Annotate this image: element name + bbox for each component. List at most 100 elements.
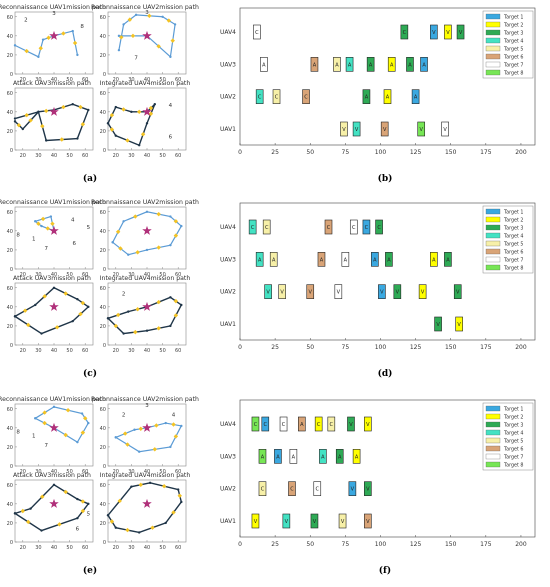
base-star <box>142 498 152 508</box>
task-letter: A <box>348 62 352 68</box>
subplot-title: Attack UAV3mission path <box>13 275 91 282</box>
legend-label: Target 7 <box>503 258 523 264</box>
legend-swatch <box>485 208 501 215</box>
legend-label: Target 4 <box>503 431 523 437</box>
y-tick-label: 60 <box>100 210 106 216</box>
x-tick-label: 50 <box>66 348 72 354</box>
waypoint-marker <box>135 250 140 255</box>
x-tick-label: 25 <box>271 344 279 351</box>
task-box <box>333 57 341 72</box>
x-tick-label: 40 <box>144 77 150 83</box>
task-box <box>441 121 449 137</box>
x-tick-label: 50 <box>306 541 314 548</box>
waypoint-marker <box>57 522 62 527</box>
y-tick-label: 20 <box>7 248 13 254</box>
task-letter: V <box>313 519 317 525</box>
task-box <box>375 219 383 235</box>
subplot-title: Reconnaissance UAV1mission path <box>0 396 106 403</box>
x-tick-label: 50 <box>159 545 165 551</box>
x-tick-label: 60 <box>82 77 88 83</box>
waypoint-marker <box>173 219 179 224</box>
legend-swatch <box>485 264 501 271</box>
task-box <box>262 219 271 235</box>
task-letter: C <box>282 422 286 428</box>
waypoint-marker <box>117 498 122 504</box>
x-tick-label: 20 <box>113 77 119 83</box>
y-tick-label: 20 <box>7 521 13 527</box>
waypoint-marker <box>135 307 140 312</box>
legend-label: Target 4 <box>503 234 523 240</box>
node-dot <box>145 210 149 213</box>
waypoint-marker <box>45 226 50 231</box>
task-letter: A <box>387 257 391 263</box>
legend-label: Target 7 <box>503 63 523 69</box>
task-letter: A <box>300 422 304 428</box>
task-letter: V <box>456 290 460 296</box>
task-letter: V <box>443 127 447 133</box>
node-dot <box>13 120 17 123</box>
node-dot <box>40 529 43 532</box>
node-dot <box>173 23 177 26</box>
y-tick-label: 0 <box>103 464 106 470</box>
task-box <box>324 219 333 235</box>
task-box <box>378 284 386 299</box>
task-letter: C <box>275 95 279 101</box>
task-box <box>314 416 323 432</box>
target-label: 8 <box>16 430 20 436</box>
base-star <box>49 498 59 508</box>
task-letter: V <box>366 487 370 493</box>
task-box <box>385 252 393 267</box>
task-letter: V <box>366 422 370 428</box>
task-letter: C <box>403 30 407 36</box>
y-tick-label: 40 <box>100 229 106 235</box>
waypoint-marker <box>147 13 152 19</box>
waypoint-marker <box>72 40 78 46</box>
x-tick-label: 40 <box>51 545 57 551</box>
waypoint-marker <box>171 510 176 515</box>
x-tick-label: 30 <box>35 348 41 354</box>
y-tick-label: 0 <box>103 343 106 349</box>
task-box <box>420 57 428 72</box>
y-tick-label: 20 <box>7 53 13 59</box>
legend-label: Target 6 <box>503 55 523 61</box>
waypoint-marker <box>28 118 33 123</box>
x-tick-label: 50 <box>66 545 72 551</box>
x-tick-label: 20 <box>20 469 26 475</box>
waypoint-marker <box>80 300 86 306</box>
target-label: 4 <box>169 103 173 109</box>
node-dot <box>76 298 79 301</box>
task-box <box>338 513 347 529</box>
node-dot <box>29 507 32 510</box>
x-tick-label: 20 <box>20 348 26 354</box>
task-box <box>366 57 375 72</box>
target-label: 3 <box>145 403 149 409</box>
x-tick-label: 40 <box>144 469 150 475</box>
x-tick-label: 50 <box>159 272 165 278</box>
waypoint-marker <box>156 44 161 49</box>
target-label: 7 <box>134 56 138 62</box>
task-letter: V <box>285 519 289 525</box>
legend-label: Target 6 <box>503 447 523 453</box>
task-box <box>288 481 296 496</box>
node-dot <box>37 110 40 114</box>
task-box <box>258 481 267 496</box>
legend-swatch <box>485 45 501 52</box>
x-tick-label: 40 <box>144 272 150 278</box>
task-letter: A <box>313 62 317 68</box>
legend-swatch <box>485 437 501 444</box>
caption-left: (c) <box>83 368 97 379</box>
x-tick-label: 20 <box>20 153 26 159</box>
x-tick-label: 75 <box>342 541 350 548</box>
task-box <box>400 24 409 40</box>
base-star <box>49 422 59 432</box>
legend-swatch <box>485 240 501 247</box>
x-tick-label: 60 <box>82 348 88 354</box>
task-letter: C <box>258 95 262 101</box>
task-letter: C <box>264 422 268 428</box>
uav-label: UAV4 <box>220 29 236 36</box>
target-label: 4 <box>172 412 176 418</box>
legend-label: Target 7 <box>503 455 523 461</box>
